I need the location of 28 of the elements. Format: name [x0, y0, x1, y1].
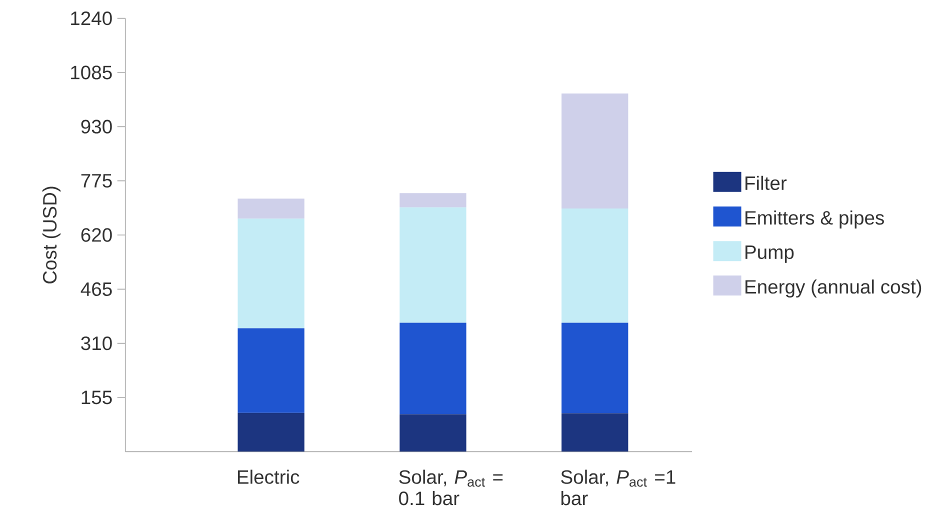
bar: [562, 93, 628, 208]
legend-label: Energy (annual cost): [746, 279, 922, 298]
category-label: Solar, P$_{act}$ =1 bar: [561, 470, 676, 506]
bar: [562, 208, 628, 323]
category-label: Solar, P$_{act}$ = 0.1 bar: [399, 470, 503, 506]
y-tick-label: 775: [81, 174, 112, 188]
y-tick-label: 1240: [71, 11, 112, 26]
y-tick-label: 310: [81, 336, 112, 350]
y-tick-label: 930: [81, 120, 112, 134]
y-tick-label: 1085: [71, 66, 112, 80]
bar: [400, 207, 466, 323]
y-axis-title: Cost (USD): [42, 186, 60, 284]
bar: [562, 322, 628, 414]
bar: [238, 412, 304, 452]
bar: [238, 198, 304, 219]
legend-label: Pump: [746, 246, 794, 263]
y-tick-label: 620: [81, 228, 112, 242]
bar: [400, 322, 466, 414]
bar: [238, 218, 304, 328]
y-tick-label: 465: [80, 282, 112, 296]
bar: [400, 414, 466, 452]
x-tick-label: Electric: [238, 470, 300, 484]
bar: [400, 193, 466, 208]
legend-label: Filter: [746, 176, 787, 190]
legend-label: Emitters & pipes: [746, 210, 884, 229]
bar: [562, 413, 628, 452]
bar: [238, 328, 304, 413]
y-tick-label: 155: [82, 390, 112, 404]
